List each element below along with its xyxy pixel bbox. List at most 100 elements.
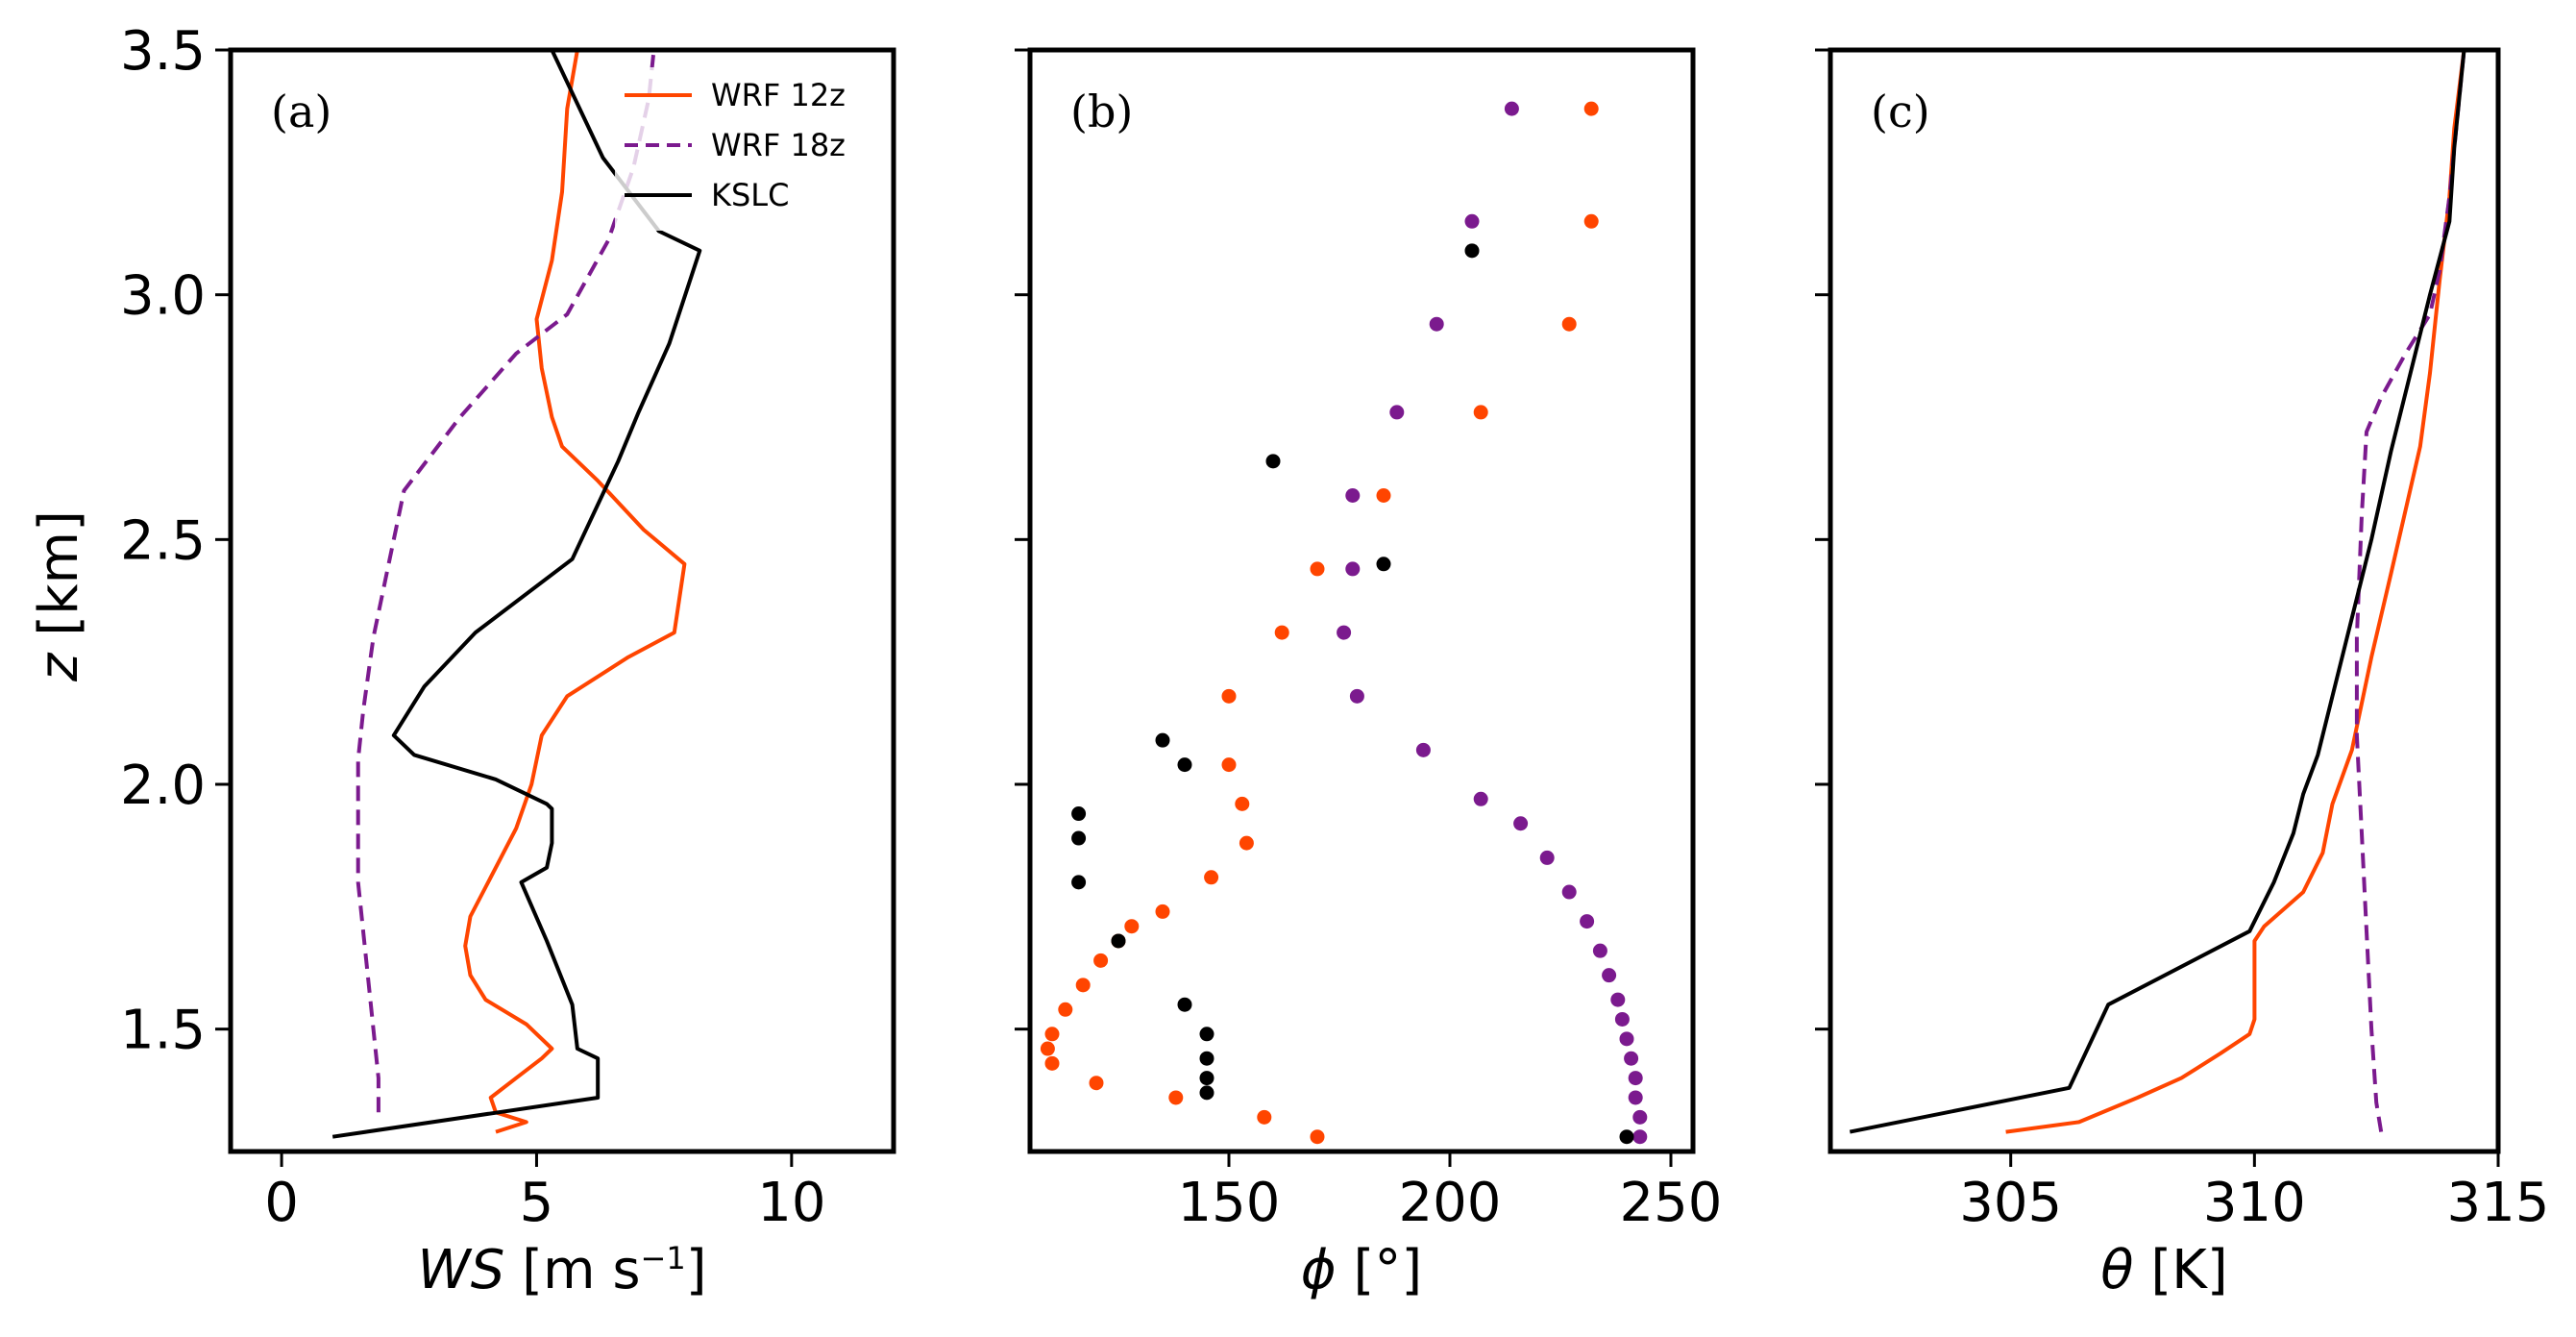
panel-b-point-wrf-12z-22 (1561, 316, 1577, 332)
panel-b-point-wrf-18z-9 (1592, 943, 1607, 958)
panel-b-xtick-label-1: 200 (1399, 1172, 1502, 1234)
panel-b-point-wrf-12z-0 (1310, 1129, 1325, 1145)
panel-a-ytick-label-1: 2.0 (120, 755, 206, 817)
panel-b-point-wrf-12z-6 (1044, 1027, 1060, 1042)
panel-b-point-wrf-12z-8 (1075, 978, 1091, 993)
panel-b-point-wrf-18z-19 (1345, 487, 1361, 503)
panel-c-label: (c) (1871, 86, 1930, 137)
panel-b-point-wrf-18z-7 (1610, 992, 1626, 1007)
panel-b-point-wrf-12z-9 (1093, 953, 1109, 968)
y-axis-label: z [km] (28, 510, 90, 682)
panel-b-point-wrf-12z-1 (1257, 1109, 1272, 1125)
panel-b-point-wrf-12z-24 (1583, 101, 1599, 116)
panel-b-point-wrf-18z-12 (1539, 850, 1555, 865)
panel-b-point-wrf-18z-3 (1628, 1071, 1643, 1086)
panel-a-x-axis-label: WS [m s−1] (417, 1239, 706, 1301)
panel-b-label: (b) (1070, 86, 1133, 137)
panel-b-point-wrf-12z-20 (1376, 487, 1391, 503)
panel-b-point-kslc-5 (1177, 997, 1192, 1012)
panel-a-label: (a) (271, 86, 331, 137)
panel-b-point-wrf-12z-23 (1583, 213, 1599, 229)
legend-entry-kslc: KSLC (711, 177, 789, 213)
panel-a-series (331, 50, 702, 1139)
panel-a-line-kslc (331, 50, 702, 1139)
panel-b-point-kslc-12 (1376, 557, 1391, 572)
panel-c-frame (1828, 47, 2501, 1154)
panel-b-point-wrf-12z-15 (1235, 796, 1250, 811)
panel-b-point-wrf-18z-0 (1632, 1129, 1648, 1145)
panel-b-point-wrf-12z-18 (1274, 625, 1289, 640)
panel-b-point-wrf-12z-17 (1221, 688, 1237, 704)
panel-a-line-wrf-18z (356, 50, 656, 1113)
legend: WRF 12z WRF 18z KSLC (615, 67, 874, 231)
panel-c-line-kslc (1849, 50, 2466, 1134)
panel-b-point-kslc-14 (1464, 243, 1480, 259)
panel-b-point-wrf-18z-18 (1345, 561, 1361, 577)
panel-c-xtick-label-2: 315 (2447, 1172, 2550, 1234)
panel-b-point-wrf-18z-6 (1614, 1011, 1630, 1027)
panel-b-point-wrf-18z-1 (1632, 1109, 1648, 1125)
panel-a-ytick-label-0: 1.5 (120, 1000, 206, 1062)
panel-b-frame (1027, 47, 1696, 1154)
panel-b-point-wrf-18z-15 (1415, 742, 1431, 757)
panel-a-xtick-label-2: 10 (757, 1172, 825, 1234)
panel-a: 0 5 10 1.5 2.0 2.5 3.0 3.5 (a) WS [m s−1] WRF 1… (120, 20, 896, 1301)
panel-b-point-wrf-18z-14 (1473, 791, 1488, 806)
panel-b-point-wrf-12z-2 (1168, 1090, 1184, 1105)
panel-b-point-wrf-18z-21 (1429, 316, 1444, 332)
panel-b-point-wrf-18z-17 (1337, 625, 1352, 640)
panel-b-xtick-label-0: 150 (1178, 1172, 1281, 1234)
panel-a-ytick-label-3: 3.0 (120, 265, 206, 328)
panel-b-point-kslc-11 (1155, 732, 1170, 748)
panel-b-point-wrf-18z-13 (1513, 816, 1529, 831)
panel-a-ytick-label-2: 2.5 (120, 509, 206, 572)
panel-b-point-wrf-18z-16 (1349, 688, 1364, 704)
panel-b-point-kslc-10 (1177, 757, 1192, 773)
panel-b-x-axis-label: ϕ [°] (1301, 1239, 1422, 1301)
panel-b-point-kslc-2 (1199, 1071, 1214, 1086)
panel-b-ticks: 150 200 250 (1015, 48, 1723, 1234)
panel-b-point-kslc-3 (1199, 1051, 1214, 1066)
panel-a-xtick-label-0: 0 (264, 1172, 299, 1234)
legend-entry-wrf18: WRF 18z (711, 127, 846, 163)
panel-b-point-kslc-0 (1619, 1129, 1634, 1145)
panel-c-series (1849, 50, 2466, 1134)
panel-c-x-axis-label: θ [K] (2100, 1239, 2227, 1301)
panel-b-point-wrf-12z-11 (1124, 919, 1140, 934)
panel-b-point-wrf-18z-20 (1389, 405, 1405, 420)
panel-b-point-wrf-12z-14 (1239, 835, 1254, 851)
panel-b-point-kslc-4 (1199, 1027, 1214, 1042)
panel-b-point-kslc-1 (1199, 1085, 1214, 1101)
panel-b-point-kslc-9 (1071, 806, 1087, 822)
panel-b-point-wrf-18z-4 (1624, 1051, 1639, 1066)
panel-c-line-wrf-18z (2354, 50, 2466, 1132)
panel-b-point-wrf-18z-10 (1580, 914, 1595, 929)
panel-b-point-wrf-18z-23 (1504, 101, 1519, 116)
panel-a-ytick-label-4: 3.5 (120, 20, 206, 83)
panel-b-point-wrf-12z-16 (1221, 757, 1237, 773)
panel-b-point-wrf-12z-21 (1473, 405, 1488, 420)
panel-b-point-kslc-13 (1265, 454, 1281, 469)
panel-a-xtick-label-1: 5 (520, 1172, 554, 1234)
panel-b-point-kslc-7 (1071, 875, 1087, 890)
panel-c-ticks: 305 310 315 (1815, 48, 2550, 1234)
panel-c-xtick-label-0: 305 (1959, 1172, 2062, 1234)
panel-c-xtick-label-1: 310 (2203, 1172, 2306, 1234)
panel-b-series (1040, 101, 1648, 1145)
panel-c: 305 310 315 (c) θ [K] (1815, 47, 2550, 1301)
panel-b-point-wrf-12z-19 (1310, 561, 1325, 577)
panel-b-xtick-label-2: 250 (1620, 1172, 1723, 1234)
panel-b-point-wrf-18z-2 (1628, 1090, 1643, 1105)
panel-b-point-wrf-12z-5 (1040, 1041, 1055, 1056)
panel-b-point-wrf-12z-4 (1044, 1055, 1060, 1071)
panel-b-point-wrf-18z-11 (1561, 884, 1577, 900)
panel-b-point-wrf-12z-12 (1155, 904, 1170, 919)
panel-c-line-wrf-12z (2005, 50, 2466, 1134)
panel-b-point-wrf-18z-5 (1619, 1031, 1634, 1047)
panel-a-frame (228, 47, 896, 1154)
panel-a-line-wrf-12z (463, 50, 687, 1134)
legend-entry-wrf12: WRF 12z (711, 77, 846, 113)
panel-b-point-wrf-12z-7 (1058, 1002, 1073, 1017)
panel-b-point-wrf-18z-8 (1602, 968, 1617, 983)
